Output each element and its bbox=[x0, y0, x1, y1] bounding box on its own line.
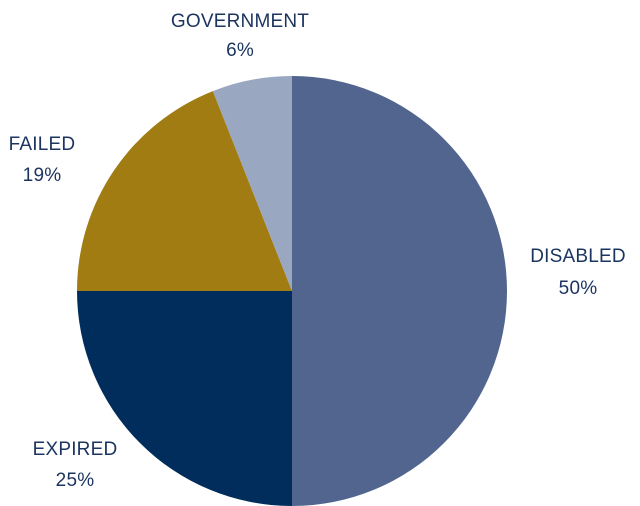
slice-value-label-expired: 25% bbox=[56, 470, 95, 491]
slice-label-expired: EXPIRED bbox=[33, 439, 118, 460]
slice-label-failed: FAILED bbox=[9, 134, 76, 155]
slice-value-label-disabled: 50% bbox=[559, 278, 598, 299]
pie-slice-government bbox=[212, 76, 292, 291]
labels-layer: DISABLED 50% EXPIRED 25% FAILED 19% GOVERNMENT… bbox=[9, 11, 626, 491]
slice-label-government: GOVERNMENT bbox=[171, 11, 309, 32]
pie-slice-failed bbox=[77, 91, 292, 291]
pie-slice-disabled bbox=[292, 76, 507, 506]
slice-label-disabled: DISABLED bbox=[530, 246, 626, 267]
slice-value-label-failed: 19% bbox=[23, 165, 62, 186]
slices-layer bbox=[77, 76, 507, 506]
pie-slice-expired bbox=[77, 291, 292, 506]
slice-value-label-government: 6% bbox=[226, 40, 254, 61]
